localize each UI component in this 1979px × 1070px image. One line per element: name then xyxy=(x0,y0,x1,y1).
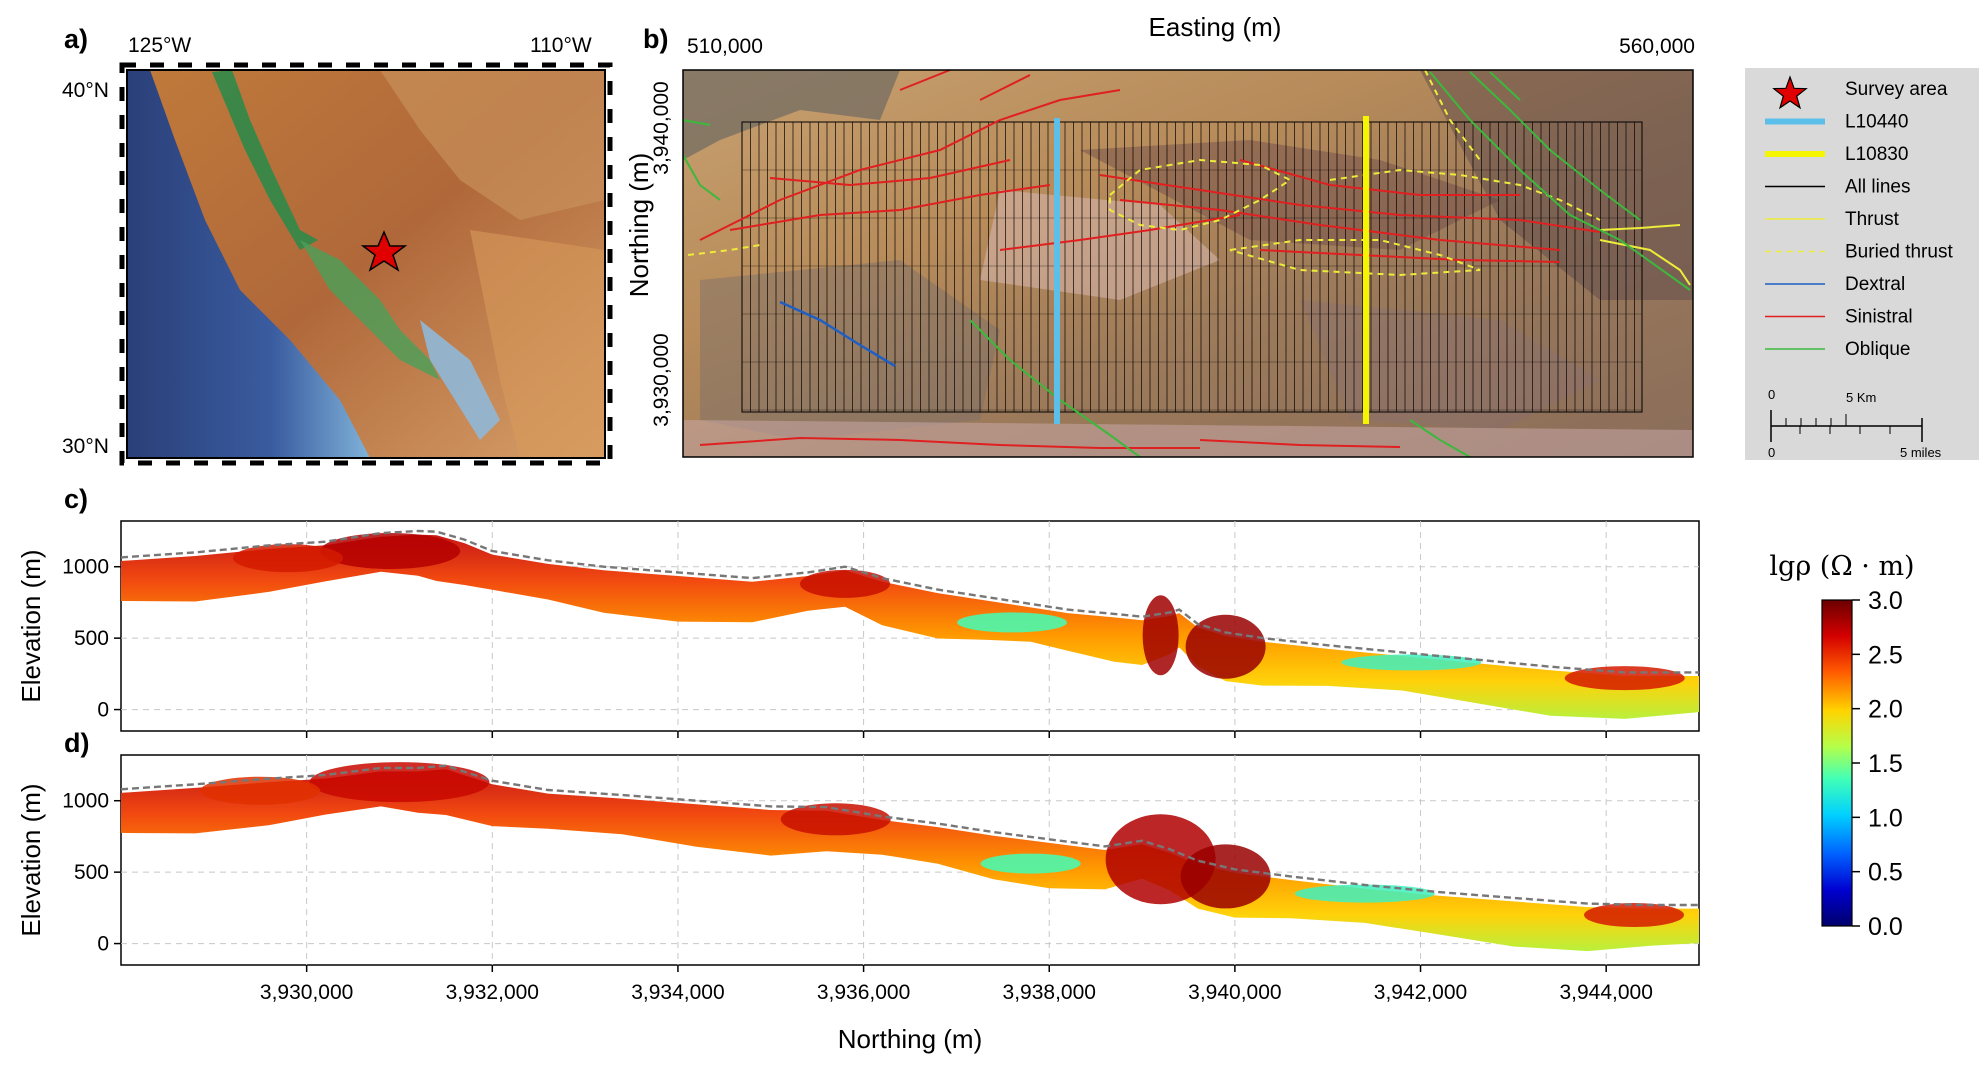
legend-label: Survey area xyxy=(1845,79,1948,100)
fault-sinistral xyxy=(699,69,1601,449)
regional-map xyxy=(119,62,613,466)
resistivity-anomaly xyxy=(980,853,1081,874)
resistivity-anomaly xyxy=(200,776,321,805)
fault-buried-thrust xyxy=(687,69,1601,277)
scale-bar: 0 5 Km 0 5 miles xyxy=(1768,387,1942,460)
resistivity-anomaly xyxy=(1185,614,1266,679)
resistivity-anomaly xyxy=(320,533,461,569)
resistivity-anomaly xyxy=(1584,903,1685,927)
scale-bottom-left: 0 xyxy=(1768,445,1775,460)
legend-label: Sinistral xyxy=(1845,307,1913,328)
y-tick-label: 500 xyxy=(74,627,109,650)
x-tick-label: 3,944,000 xyxy=(1559,981,1652,1004)
legend-star-icon xyxy=(1772,75,1808,110)
x-tick-label: 3,934,000 xyxy=(631,981,724,1004)
panel-d-ylabel: Elevation (m) xyxy=(16,783,46,936)
panel-b: b) Easting (m) 510,000 560,000 Northing … xyxy=(624,12,1695,458)
legend-item-l10440: L10440 xyxy=(1765,112,1908,133)
fault-dextral xyxy=(779,300,896,368)
scale-top-left: 0 xyxy=(1768,387,1775,402)
legend-item-oblique: Oblique xyxy=(1765,339,1911,360)
scale-top-right: 5 Km xyxy=(1846,390,1876,405)
y-tick-label: 0 xyxy=(97,699,109,722)
x-tick-label: 3,932,000 xyxy=(446,981,539,1004)
y-tick-label: 1000 xyxy=(62,790,109,813)
resistivity-anomaly xyxy=(1564,666,1685,691)
x-tick-label: 3,940,000 xyxy=(1188,981,1281,1004)
panel-d-xlabel: Northing (m) xyxy=(838,1024,982,1054)
legend-item-buried-thrust: Buried thrust xyxy=(1765,242,1953,263)
resistivity-anomaly xyxy=(1142,595,1179,676)
resistivity-anomaly xyxy=(800,569,891,598)
lat-bottom-label: 30°N xyxy=(62,435,109,458)
survey-lines xyxy=(741,121,1643,413)
red-star-icon xyxy=(360,230,408,272)
legend-label: All lines xyxy=(1845,177,1910,198)
legend-label: L10440 xyxy=(1845,112,1908,133)
panel-c: c) 1000 500 0 Elevation (m) xyxy=(16,484,1700,738)
panel-a-label: a) xyxy=(64,24,88,54)
x-tick-label: 3,942,000 xyxy=(1374,981,1467,1004)
colorbar: lgρ (Ω · m) 3.0 2.5 2.0 1.5 1.0 0.5 0.0 xyxy=(1769,551,1914,941)
colorbar-tick-label: 2.5 xyxy=(1868,641,1903,669)
lon-left-label: 125°W xyxy=(128,34,191,57)
resistivity-anomaly xyxy=(1180,844,1271,909)
legend-item-thrust: Thrust xyxy=(1765,209,1900,230)
resistivity-anomaly xyxy=(233,544,344,573)
colorbar-title: lgρ (Ω · m) xyxy=(1769,551,1914,582)
northing-bottom-label: 3,930,000 xyxy=(650,333,673,426)
panel-d: d) 1000 500 0 3,930,000 3,932,000 3,934,000 3,… xyxy=(16,728,1700,1054)
colorbar-tick-label: 2.0 xyxy=(1868,696,1903,724)
legend-label: Dextral xyxy=(1845,274,1905,295)
colorbar-tick-label: 1.5 xyxy=(1868,750,1903,778)
scale-bottom-right: 5 miles xyxy=(1900,445,1942,460)
colorbar-gradient xyxy=(1821,599,1853,927)
resistivity-anomaly xyxy=(957,612,1068,633)
x-tick-label: 3,938,000 xyxy=(1003,981,1096,1004)
legend-label: L10830 xyxy=(1845,144,1908,165)
panel-d-label: d) xyxy=(64,728,89,758)
easting-right-label: 560,000 xyxy=(1619,35,1695,58)
fault-thrust xyxy=(1599,224,1691,286)
lat-top-label: 40°N xyxy=(62,79,109,102)
legend: Survey area L10440 L10830 All lines Thrust Bu… xyxy=(1745,68,1979,460)
legend-item-sinistral: Sinistral xyxy=(1765,307,1913,328)
topographic-surface xyxy=(120,764,1699,907)
resistivity-anomaly xyxy=(1294,884,1435,903)
panel-a: a) 125°W 110°W 40°N 30°N xyxy=(62,24,613,466)
legend-label: Oblique xyxy=(1845,339,1911,360)
panel-b-ylabel: Northing (m) xyxy=(624,153,654,297)
legend-label: Thrust xyxy=(1845,209,1900,230)
panel-b-label: b) xyxy=(643,24,668,54)
topographic-surface xyxy=(120,529,1699,674)
panel-c-ylabel: Elevation (m) xyxy=(16,549,46,702)
panel-b-title: Easting (m) xyxy=(1149,12,1282,42)
resistivity-section xyxy=(121,769,1699,952)
resistivity-section xyxy=(121,534,1699,719)
lon-right-label: 110°W xyxy=(530,34,592,57)
colorbar-tick-label: 0.0 xyxy=(1868,913,1903,941)
resistivity-anomaly xyxy=(1341,654,1482,671)
legend-label: Buried thrust xyxy=(1845,242,1953,263)
colorbar-tick-label: 3.0 xyxy=(1868,587,1903,615)
legend-item-l10830: L10830 xyxy=(1765,144,1908,165)
y-tick-label: 500 xyxy=(74,861,109,884)
colorbar-tick-label: 1.0 xyxy=(1868,804,1903,832)
x-tick-label: 3,936,000 xyxy=(817,981,910,1004)
x-tick-label: 3,930,000 xyxy=(260,981,353,1004)
colorbar-tick-label: 0.5 xyxy=(1868,859,1903,887)
legend-item-dextral: Dextral xyxy=(1765,274,1905,295)
satellite-image xyxy=(683,70,1693,457)
legend-item-all-lines: All lines xyxy=(1765,177,1910,198)
y-tick-label: 1000 xyxy=(62,556,109,579)
resistivity-anomaly xyxy=(780,803,891,836)
northing-top-label: 3,940,000 xyxy=(650,81,673,174)
y-tick-label: 0 xyxy=(97,933,109,956)
legend-item-survey-area: Survey area xyxy=(1772,75,1948,110)
panel-c-label: c) xyxy=(64,484,88,514)
easting-left-label: 510,000 xyxy=(687,35,763,58)
